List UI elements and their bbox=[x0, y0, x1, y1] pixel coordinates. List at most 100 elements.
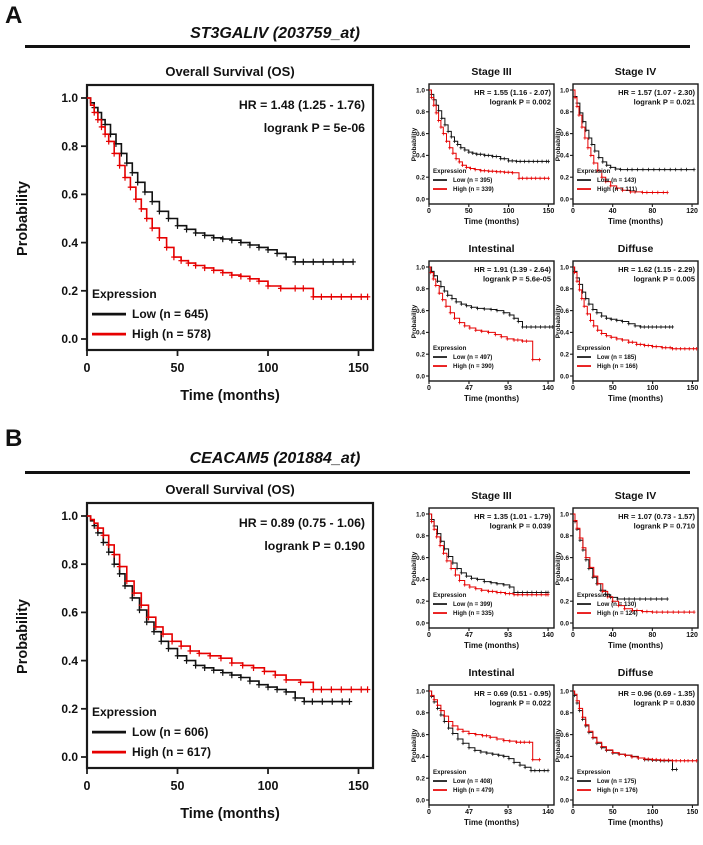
svg-text:HR = 1.07 (0.73 - 1.57): HR = 1.07 (0.73 - 1.57) bbox=[618, 512, 695, 521]
svg-text:47: 47 bbox=[465, 632, 473, 639]
svg-text:Stage IV: Stage IV bbox=[615, 490, 656, 502]
svg-text:0: 0 bbox=[571, 208, 575, 215]
svg-text:High (n = 166): High (n = 166) bbox=[597, 363, 638, 370]
km-plot-a-overall-survival: Overall Survival (OS) HR = 1.48 (1.25 - 1… bbox=[10, 60, 405, 427]
svg-text:0.6: 0.6 bbox=[61, 188, 78, 202]
panel-a-title: ST3GALIV (203759_at) bbox=[30, 25, 520, 43]
panel-a-label: A bbox=[5, 2, 23, 29]
svg-text:50: 50 bbox=[609, 809, 617, 816]
km-plot-a-intestinal: Intestinal HR = 1.91 (1.39 - 2.64) logrank… bbox=[410, 239, 557, 412]
svg-text:Expression: Expression bbox=[577, 168, 611, 175]
svg-text:HR = 1.35 (1.01 - 1.79): HR = 1.35 (1.01 - 1.79) bbox=[474, 512, 551, 521]
svg-text:Low (n = 606): Low (n = 606) bbox=[132, 725, 208, 739]
svg-text:50: 50 bbox=[171, 779, 185, 793]
svg-text:logrank P = 0.039: logrank P = 0.039 bbox=[490, 522, 551, 531]
svg-text:Expression: Expression bbox=[577, 345, 611, 352]
svg-text:100: 100 bbox=[258, 779, 279, 793]
svg-text:Stage IV: Stage IV bbox=[615, 66, 656, 78]
svg-text:0.2: 0.2 bbox=[416, 598, 425, 605]
km-plot-b-stage-iii: Stage III HR = 1.35 (1.01 - 1.79) logrank … bbox=[410, 486, 557, 659]
svg-text:93: 93 bbox=[504, 385, 512, 392]
svg-text:Time (months): Time (months) bbox=[464, 217, 519, 226]
km-plot-b-stage-iv: Stage IV HR = 1.07 (0.73 - 1.57) logrank P… bbox=[554, 486, 701, 659]
svg-text:Low (n = 395): Low (n = 395) bbox=[453, 177, 492, 184]
svg-text:logrank P = 0.022: logrank P = 0.022 bbox=[490, 699, 551, 708]
svg-text:0.0: 0.0 bbox=[560, 797, 569, 804]
svg-text:High (n = 124): High (n = 124) bbox=[597, 610, 638, 617]
svg-text:0.6: 0.6 bbox=[416, 308, 425, 315]
svg-text:0.2: 0.2 bbox=[416, 775, 425, 782]
km-plot-a-stage-iii: Stage III HR = 1.55 (1.16 - 2.07) logrank … bbox=[410, 62, 557, 235]
svg-text:0.4: 0.4 bbox=[560, 754, 569, 761]
panel-b-title: CEACAM5 (201884_at) bbox=[30, 450, 520, 468]
svg-text:Low (n = 497): Low (n = 497) bbox=[453, 354, 492, 361]
km-plot-b-overall-survival: Overall Survival (OS) HR = 0.89 (0.75 - 1… bbox=[10, 478, 405, 845]
svg-text:0.2: 0.2 bbox=[61, 284, 78, 298]
svg-text:1.0: 1.0 bbox=[560, 264, 569, 271]
svg-text:0: 0 bbox=[571, 632, 575, 639]
title-underline-a bbox=[25, 45, 690, 48]
svg-text:0.2: 0.2 bbox=[560, 598, 569, 605]
svg-text:Time (months): Time (months) bbox=[608, 394, 663, 403]
svg-text:0: 0 bbox=[84, 779, 91, 793]
svg-text:0.4: 0.4 bbox=[416, 153, 425, 160]
title-underline-b bbox=[25, 471, 690, 474]
svg-text:Stage III: Stage III bbox=[471, 66, 511, 78]
svg-text:Expression: Expression bbox=[433, 769, 467, 776]
svg-text:0.0: 0.0 bbox=[560, 196, 569, 203]
svg-text:0.8: 0.8 bbox=[61, 139, 78, 153]
gene-name-a: ST3GALIV bbox=[190, 25, 269, 42]
svg-text:HR = 0.89 (0.75 - 1.06): HR = 0.89 (0.75 - 1.06) bbox=[239, 516, 365, 530]
svg-text:Time (months): Time (months) bbox=[180, 388, 280, 404]
svg-text:High (n = 339): High (n = 339) bbox=[453, 186, 494, 193]
svg-text:Expression: Expression bbox=[577, 769, 611, 776]
svg-text:0.6: 0.6 bbox=[560, 131, 569, 138]
svg-text:1.0: 1.0 bbox=[61, 91, 78, 105]
svg-text:Time (months): Time (months) bbox=[608, 641, 663, 650]
svg-text:Probability: Probability bbox=[555, 728, 562, 762]
svg-text:Low (n = 399): Low (n = 399) bbox=[453, 601, 492, 608]
svg-text:150: 150 bbox=[543, 208, 555, 215]
svg-text:80: 80 bbox=[648, 632, 656, 639]
svg-text:150: 150 bbox=[348, 361, 369, 375]
svg-text:logrank P = 0.190: logrank P = 0.190 bbox=[264, 539, 365, 553]
svg-text:140: 140 bbox=[542, 632, 554, 639]
svg-text:Expression: Expression bbox=[433, 345, 467, 352]
km-plot-b-intestinal: Intestinal HR = 0.69 (0.51 - 0.95) logrank… bbox=[410, 663, 557, 836]
svg-text:0.2: 0.2 bbox=[61, 702, 78, 716]
svg-text:0.8: 0.8 bbox=[61, 557, 78, 571]
gene-name-b: CEACAM5 bbox=[189, 450, 269, 467]
svg-text:0.0: 0.0 bbox=[61, 750, 78, 764]
svg-text:120: 120 bbox=[686, 208, 698, 215]
svg-text:Stage III: Stage III bbox=[471, 490, 511, 502]
svg-text:100: 100 bbox=[647, 809, 659, 816]
svg-text:Low (n = 185): Low (n = 185) bbox=[597, 354, 636, 361]
svg-text:Probability: Probability bbox=[411, 127, 418, 161]
svg-text:Diffuse: Diffuse bbox=[618, 243, 654, 255]
svg-text:0: 0 bbox=[427, 632, 431, 639]
svg-text:HR = 1.57 (1.07 - 2.30): HR = 1.57 (1.07 - 2.30) bbox=[618, 88, 695, 97]
svg-text:High (n = 176): High (n = 176) bbox=[597, 787, 638, 794]
svg-text:Time (months): Time (months) bbox=[464, 641, 519, 650]
svg-text:0.0: 0.0 bbox=[560, 620, 569, 627]
svg-text:0: 0 bbox=[427, 208, 431, 215]
svg-text:0.8: 0.8 bbox=[416, 710, 425, 717]
svg-text:0.0: 0.0 bbox=[416, 797, 425, 804]
svg-text:0.2: 0.2 bbox=[560, 351, 569, 358]
svg-text:0.4: 0.4 bbox=[61, 236, 78, 250]
svg-text:0.0: 0.0 bbox=[61, 332, 78, 346]
svg-text:Time (months): Time (months) bbox=[180, 806, 280, 822]
svg-text:High (n = 335): High (n = 335) bbox=[453, 610, 494, 617]
svg-text:93: 93 bbox=[504, 632, 512, 639]
svg-text:0.8: 0.8 bbox=[416, 533, 425, 540]
svg-text:High (n = 479): High (n = 479) bbox=[453, 787, 494, 794]
svg-text:1.0: 1.0 bbox=[416, 688, 425, 695]
svg-text:50: 50 bbox=[465, 208, 473, 215]
svg-text:140: 140 bbox=[542, 809, 554, 816]
svg-text:0: 0 bbox=[427, 385, 431, 392]
svg-text:0.4: 0.4 bbox=[416, 754, 425, 761]
svg-text:0.0: 0.0 bbox=[416, 620, 425, 627]
svg-text:0.2: 0.2 bbox=[560, 174, 569, 181]
svg-text:50: 50 bbox=[171, 361, 185, 375]
svg-text:150: 150 bbox=[687, 385, 699, 392]
